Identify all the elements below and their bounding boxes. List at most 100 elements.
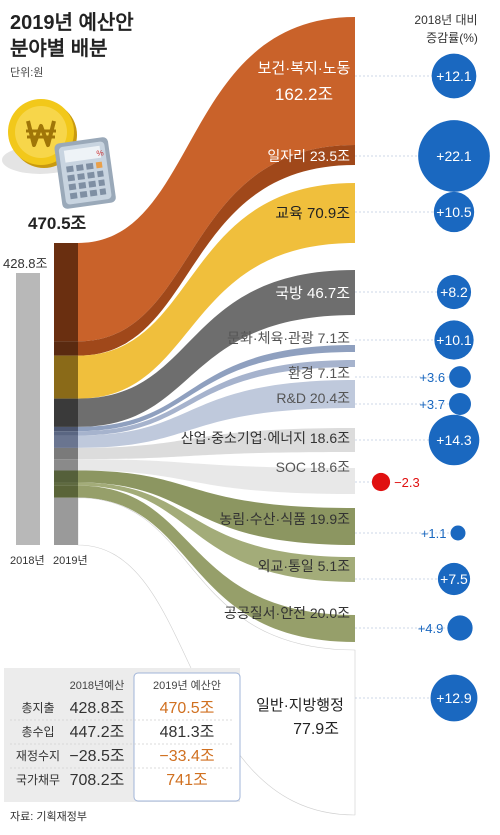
- bar-segment-12: [54, 497, 78, 545]
- source-credit: 자료: 기획재정부: [10, 810, 87, 823]
- sector-flows: [77, 17, 356, 816]
- table-header-2019: 2019년 예산안: [153, 679, 221, 692]
- change-bubble-7: [428, 414, 480, 466]
- change-bubble-0: [431, 53, 477, 99]
- flow-0: [78, 17, 355, 342]
- flow-9: [78, 470, 355, 545]
- sector-label-3: 국방 46.7조: [275, 285, 350, 302]
- flow-10: [78, 482, 355, 582]
- change-bubble-3: [436, 274, 472, 310]
- table-2019-value-2: −33.4조: [159, 748, 214, 765]
- table-2019-column: [133, 672, 241, 802]
- change-value-8: −2.3: [394, 475, 420, 490]
- bar-segment-1: [54, 341, 78, 356]
- table-2018-value-2: −28.5조: [69, 748, 124, 765]
- sector-value-12: 77.9조: [293, 721, 339, 738]
- sector-label-1: 일자리 23.5조: [267, 148, 350, 164]
- sector-label-8: SOC 18.6조: [276, 459, 350, 475]
- change-value-0: +12.1: [436, 68, 472, 84]
- table-2019-value-1: 481.3조: [160, 724, 215, 741]
- change-value-10: +7.5: [440, 571, 468, 587]
- flow-11: [78, 485, 355, 642]
- table-row-label-1: 총수입: [21, 725, 54, 739]
- total-2019-label: 470.5조: [28, 214, 87, 233]
- change-value-11: +4.9: [418, 621, 444, 636]
- table-row-label-2: 재정수지: [16, 749, 60, 763]
- year-2018-label: 2018년: [10, 554, 45, 567]
- table-2018-value-0: 428.8조: [70, 700, 125, 717]
- sector-label-9: 농림·수산·식품 19.9조: [219, 511, 350, 527]
- bar-segment-8: [54, 459, 78, 471]
- sector-name-12: 일반·지방행정: [256, 697, 344, 714]
- bar-2019-stack: [54, 243, 78, 545]
- sector-label-7: 산업·중소기업·에너지 18.6조: [181, 430, 350, 446]
- table-2019-value-3: 741조: [166, 772, 207, 789]
- unit-label: 단위:원: [10, 66, 43, 79]
- change-value-3: +8.2: [440, 284, 468, 300]
- change-bubble-9: [450, 525, 466, 541]
- change-header-line-1: 2018년 대비: [414, 13, 477, 27]
- flow-12: [77, 497, 356, 816]
- sector-label-5: 환경 7.1조: [288, 365, 350, 381]
- bar-segment-5: [54, 431, 78, 436]
- sector-label-6: R&D 20.4조: [276, 390, 350, 406]
- change-value-2: +10.5: [436, 204, 472, 220]
- bar-segment-6: [54, 435, 78, 448]
- change-value-4: +10.1: [436, 332, 472, 348]
- change-bubble-11: [447, 615, 473, 641]
- year-2019-label: 2019년: [53, 554, 88, 567]
- sector-label-10: 외교·통일 5.1조: [258, 558, 351, 574]
- change-bubble-8: [371, 472, 391, 492]
- flow-7: [78, 428, 355, 460]
- flow-8: [78, 459, 355, 494]
- bar-segment-7: [54, 447, 78, 460]
- sector-label-4: 문화·체육·관광 7.1조: [227, 330, 350, 346]
- change-bubble-12: [430, 674, 478, 722]
- change-value-6: +3.7: [419, 397, 445, 412]
- svg-text:%: %: [96, 148, 104, 158]
- change-bubble-6: [449, 393, 471, 415]
- table-2018-value-3: 708.2조: [70, 772, 125, 789]
- title-line-2: 분야별 배분: [10, 37, 108, 60]
- bar-segment-2: [54, 355, 78, 399]
- change-header-line-2: 증감률(%): [426, 31, 478, 45]
- change-bubble-2: [433, 191, 475, 233]
- change-bubbles: +12.1 +22.1 +10.5 +8.2 +10.1 +3.6 +3.7 +14.3 −2.…: [355, 53, 490, 722]
- table-row-label-3: 국가채무: [16, 773, 60, 787]
- table-row-label-0: 총지출: [21, 701, 54, 715]
- bar-segment-9: [54, 470, 78, 483]
- change-value-5: +3.6: [419, 370, 445, 385]
- sector-value-0: 162.2조: [275, 85, 333, 104]
- change-bubble-1: [418, 120, 490, 192]
- bar-segment-10: [54, 482, 78, 486]
- bar-segment-0: [54, 243, 78, 342]
- bar-segment-3: [54, 398, 78, 427]
- change-value-12: +12.9: [436, 690, 472, 706]
- change-value-9: +1.1: [421, 526, 447, 541]
- change-bubble-4: [434, 320, 474, 360]
- change-value-7: +14.3: [436, 432, 472, 448]
- bar-2018-total: [16, 273, 40, 545]
- table-2019-value-0: 470.5조: [160, 700, 215, 717]
- change-bubble-5: [449, 366, 471, 388]
- flow-1: [78, 145, 355, 356]
- change-bubble-10: [437, 562, 471, 596]
- table-header-2018: 2018년예산: [70, 679, 125, 692]
- flow-6: [78, 380, 355, 448]
- change-value-1: +22.1: [436, 148, 472, 164]
- sector-label-11: 공공질서·안전 20.0조: [224, 605, 350, 621]
- title-line-1: 2019년 예산안: [10, 11, 134, 34]
- flow-5: [78, 360, 355, 436]
- calculator-icon: %: [54, 137, 116, 209]
- bar-segment-4: [54, 426, 78, 432]
- flow-3: [78, 270, 355, 427]
- sector-label-2: 교육 70.9조: [275, 205, 350, 222]
- bar-segment-11: [54, 485, 78, 498]
- table-2018-value-1: 447.2조: [70, 724, 125, 741]
- sector-name-0: 보건·복지·노동: [258, 60, 351, 77]
- flow-2: [78, 183, 355, 399]
